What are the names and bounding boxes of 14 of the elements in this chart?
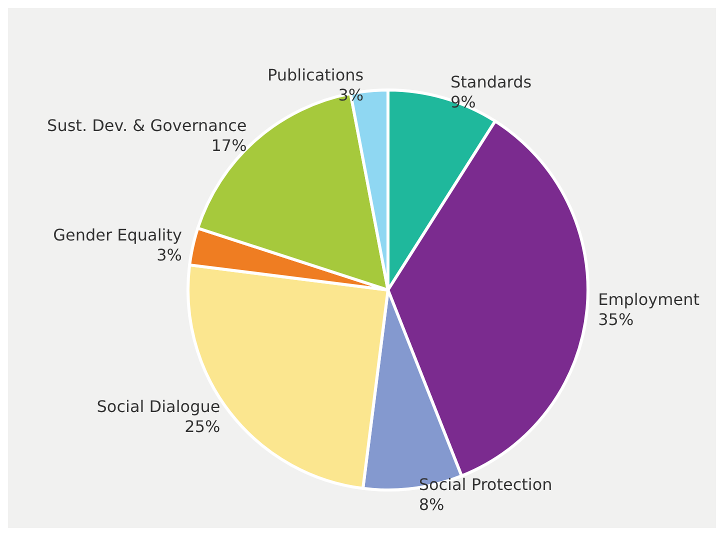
data-label: 8% bbox=[418, 494, 444, 514]
data-label: 3% bbox=[338, 85, 364, 104]
slice-label: Employment bbox=[598, 290, 700, 309]
slice-label: Social Protection bbox=[418, 474, 552, 494]
slice-label: Gender Equality bbox=[53, 226, 182, 245]
slice-label: Sust. Dev. & Governance bbox=[47, 116, 247, 135]
data-label: 3% bbox=[156, 246, 182, 265]
data-label: 25% bbox=[184, 416, 220, 436]
slice-label: Social Dialogue bbox=[96, 396, 220, 416]
data-label: 35% bbox=[598, 310, 634, 329]
data-label: 9% bbox=[450, 92, 476, 112]
slice-label: Publications bbox=[267, 65, 364, 84]
slice-label: Standards bbox=[450, 72, 532, 92]
data-label: 17% bbox=[211, 136, 247, 155]
